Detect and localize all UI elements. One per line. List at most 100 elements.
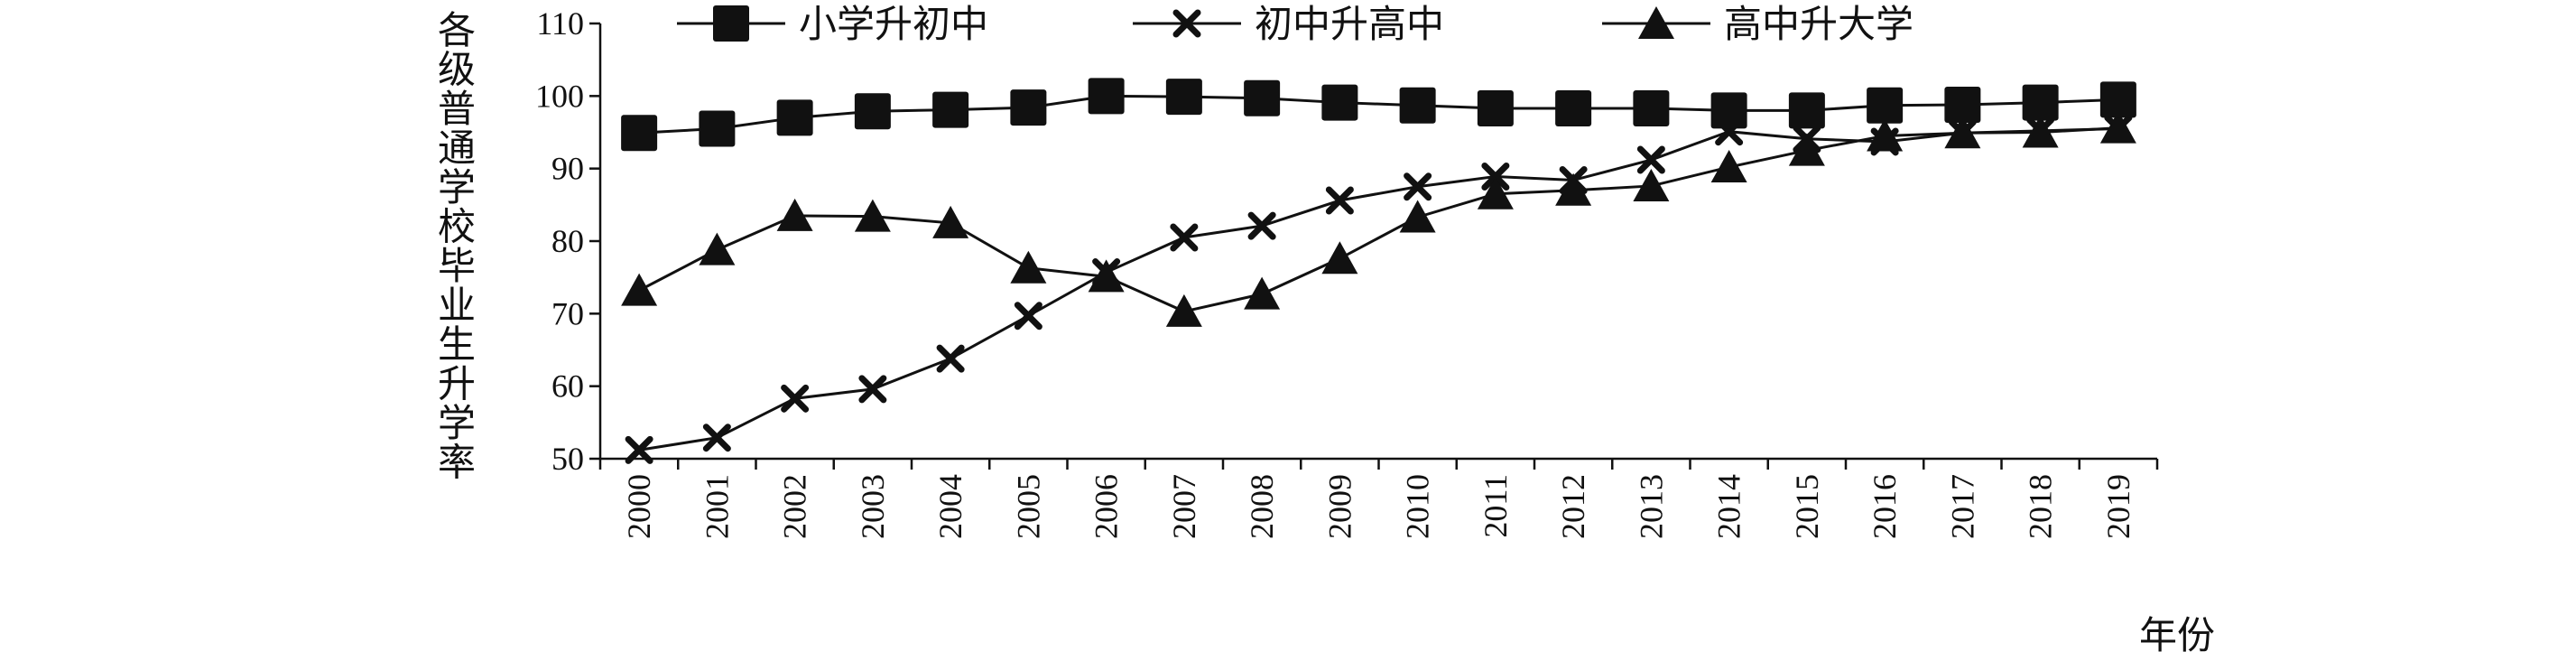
series-line xyxy=(638,126,2118,452)
data-point xyxy=(776,99,813,136)
data-point xyxy=(1944,116,1981,149)
y-axis-title: 各级普通学校毕业生升学率 xyxy=(438,8,476,485)
x-tick-label: 2007 xyxy=(1166,474,1202,539)
y-tick-label: 110 xyxy=(536,5,584,42)
series-x xyxy=(625,114,2133,464)
data-point xyxy=(1325,186,1354,215)
data-point xyxy=(1321,84,1358,121)
data-point xyxy=(621,115,658,152)
legend: 小学升初中 初中升高中 高中升大学 xyxy=(677,2,1913,46)
data-point xyxy=(702,424,731,452)
data-point xyxy=(2099,81,2136,118)
x-tick-label: 2008 xyxy=(1244,474,1280,539)
legend-label: 高中升大学 xyxy=(1724,2,1913,46)
data-point xyxy=(1165,293,1202,327)
data-point xyxy=(858,375,887,404)
y-tick-label: 90 xyxy=(551,151,584,187)
data-point xyxy=(699,110,736,147)
x-tick-label: 2006 xyxy=(1089,474,1125,539)
x-tick-label: 2005 xyxy=(1010,474,1046,539)
data-point xyxy=(1014,302,1042,330)
x-tick-label: 2016 xyxy=(1867,474,1903,539)
x-tick-label: 2002 xyxy=(777,474,813,539)
data-point xyxy=(1247,211,1276,240)
data-point xyxy=(1555,172,1592,206)
x-tick-label: 2018 xyxy=(2023,474,2059,539)
data-point xyxy=(699,232,736,265)
legend-label: 小学升初中 xyxy=(799,2,988,46)
data-point xyxy=(1788,133,1825,166)
data-point xyxy=(1477,176,1514,209)
x-axis-title: 年份 xyxy=(2139,613,2215,657)
legend-marker xyxy=(1638,6,1674,39)
x-tick-label: 2010 xyxy=(1400,474,1436,539)
data-point xyxy=(1710,150,1747,183)
x-tick-label: 2019 xyxy=(2100,474,2136,539)
data-point xyxy=(1010,250,1047,284)
data-point xyxy=(781,384,810,413)
x-tick-label: 2013 xyxy=(1633,474,1669,539)
y-tick-label: 60 xyxy=(551,368,584,405)
data-point xyxy=(776,198,813,231)
data-point xyxy=(1944,86,1981,123)
y-tick-label: 80 xyxy=(551,223,584,259)
series-line xyxy=(638,126,2118,313)
data-point xyxy=(1399,200,1436,233)
data-point xyxy=(1088,259,1125,293)
data-point xyxy=(854,199,891,232)
y-axis: 50 60 70 80 90 100 110 xyxy=(535,5,602,477)
data-point xyxy=(932,91,969,128)
data-point xyxy=(2099,110,2136,144)
data-point xyxy=(1633,168,1670,201)
x-tick-label: 2012 xyxy=(1555,474,1591,539)
series-square xyxy=(621,78,2136,152)
data-point xyxy=(621,273,658,306)
legend-item: 小学升初中 xyxy=(677,2,988,46)
data-point xyxy=(1481,163,1510,191)
y-axis-title-text: 各级普通学校毕业生升学率 xyxy=(438,8,476,485)
data-point xyxy=(1404,172,1432,201)
legend-marker xyxy=(713,5,749,42)
data-point xyxy=(2022,84,2059,121)
data-point xyxy=(1010,89,1047,126)
data-point xyxy=(1477,89,1514,126)
data-point xyxy=(854,93,891,130)
x-tick-label: 2003 xyxy=(855,474,891,539)
data-point xyxy=(1788,92,1825,129)
data-point xyxy=(625,435,653,464)
legend-label: 初中升高中 xyxy=(1255,2,1444,46)
legend-marker xyxy=(1172,9,1201,38)
data-point xyxy=(1633,89,1670,126)
data-point xyxy=(2022,115,2059,148)
data-point xyxy=(1244,276,1281,310)
x-tick-label: 2001 xyxy=(699,474,735,539)
data-point xyxy=(1710,92,1747,129)
series-group xyxy=(621,78,2136,464)
y-tick-label: 70 xyxy=(551,295,584,331)
data-point xyxy=(1867,87,1904,124)
series-triangle xyxy=(621,110,2136,327)
x-tick-label: 2009 xyxy=(1321,474,1357,539)
x-tick-label: 2011 xyxy=(1478,474,1514,538)
data-point xyxy=(1399,87,1436,124)
data-point xyxy=(1244,79,1281,116)
legend-item: 高中升大学 xyxy=(1602,2,1913,46)
data-point xyxy=(1636,145,1665,174)
x-tick-label: 2017 xyxy=(1944,474,1980,539)
legend-item: 初中升高中 xyxy=(1133,2,1444,46)
x-tick-label: 2004 xyxy=(932,474,968,539)
x-axis: 2000 2001 2002 2003 2004 2005 2006 2007 2008 2009… xyxy=(598,457,2159,539)
data-point xyxy=(1165,79,1202,116)
data-point xyxy=(932,205,969,238)
y-tick-label: 50 xyxy=(551,441,584,477)
data-point xyxy=(1867,118,1904,152)
data-point xyxy=(1088,78,1125,115)
data-point xyxy=(936,344,965,373)
data-point xyxy=(1321,241,1358,275)
x-tick-label: 2014 xyxy=(1711,474,1747,539)
x-tick-label: 2000 xyxy=(621,474,657,539)
x-tick-label: 2015 xyxy=(1789,474,1825,539)
y-tick-label: 100 xyxy=(535,78,584,114)
data-point xyxy=(1555,89,1592,126)
